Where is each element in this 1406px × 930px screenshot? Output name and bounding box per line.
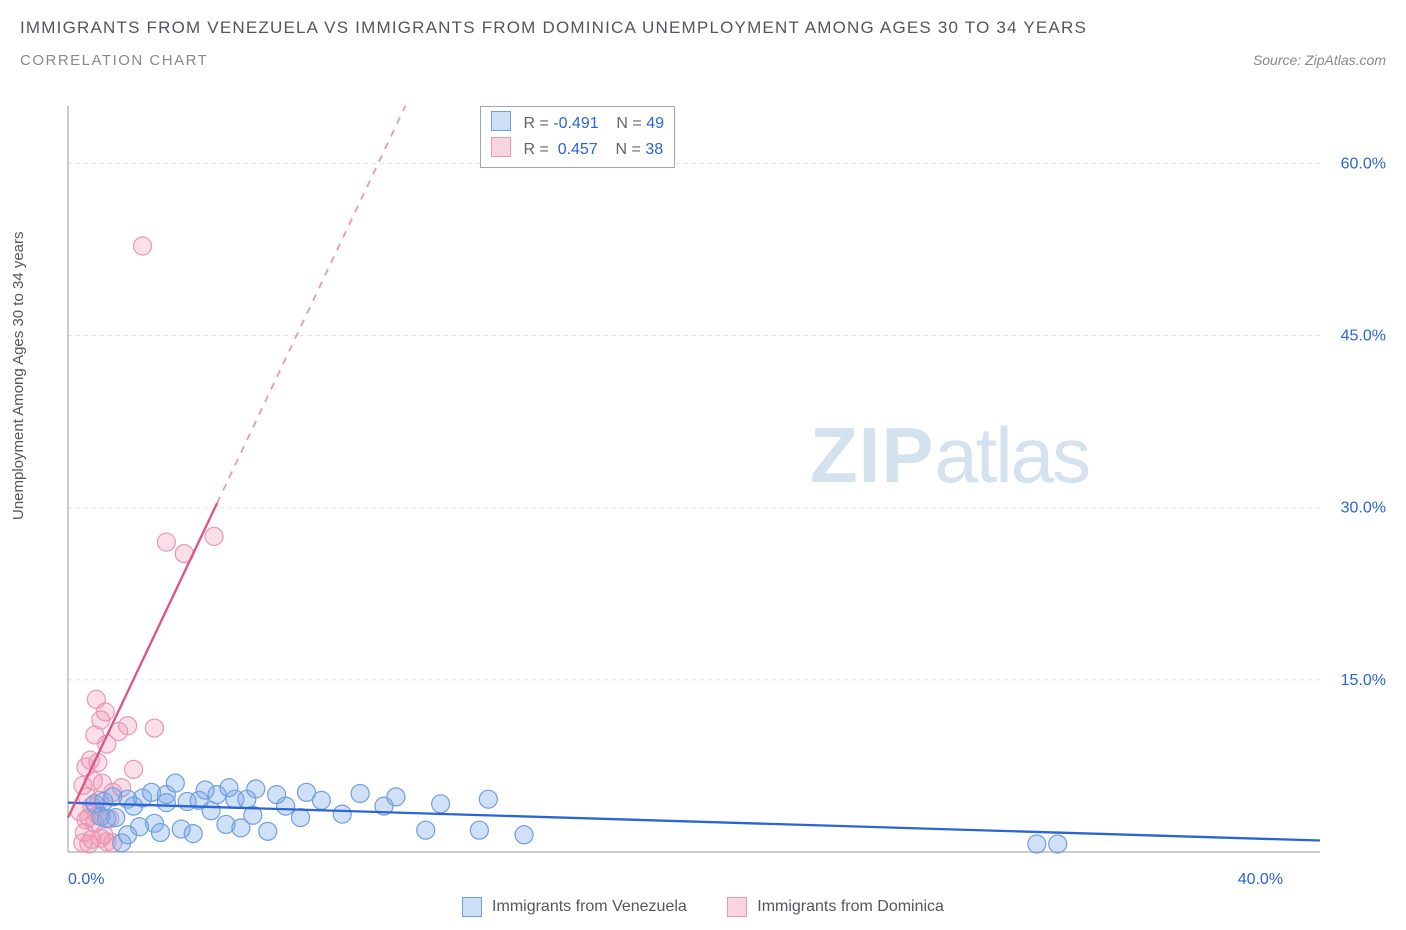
- chart-subtitle: CORRELATION CHART: [20, 52, 208, 69]
- source-label: Source: ZipAtlas.com: [1253, 52, 1386, 68]
- svg-text:30.0%: 30.0%: [1341, 500, 1386, 517]
- chart-area: 15.0%30.0%45.0%60.0%0.0%40.0% ZIPatlas R…: [50, 100, 1390, 890]
- bottom-legend: Immigrants from Venezuela Immigrants fro…: [0, 897, 1406, 922]
- scatter-plot: 15.0% 30.0% 45.0% 60.0% 0.0% 40.0%: [50, 100, 1390, 890]
- svg-text:0.0%: 0.0%: [68, 871, 104, 888]
- header: IMMIGRANTS FROM VENEZUELA VS IMMIGRANTS …: [0, 0, 1406, 69]
- y-axis-label: Unemployment Among Ages 30 to 34 years: [10, 231, 27, 520]
- svg-text:15.0%: 15.0%: [1341, 672, 1386, 689]
- swatch-venezuela: [491, 111, 511, 131]
- svg-text:40.0%: 40.0%: [1238, 871, 1283, 888]
- swatch-venezuela: [462, 897, 482, 917]
- info-row-dominica: R = 0.457 N = 38: [491, 137, 664, 163]
- swatch-dominica: [491, 137, 511, 157]
- correlation-info-box: R = -0.491 N = 49 R = 0.457 N = 38: [480, 106, 675, 168]
- chart-title: IMMIGRANTS FROM VENEZUELA VS IMMIGRANTS …: [20, 18, 1386, 38]
- swatch-dominica: [727, 897, 747, 917]
- legend-label: Immigrants from Venezuela: [492, 898, 687, 916]
- legend-item-dominica: Immigrants from Dominica: [727, 897, 944, 917]
- info-row-venezuela: R = -0.491 N = 49: [491, 111, 664, 137]
- svg-text:60.0%: 60.0%: [1341, 155, 1386, 172]
- svg-text:45.0%: 45.0%: [1341, 328, 1386, 345]
- legend-label: Immigrants from Dominica: [757, 898, 944, 916]
- legend-item-venezuela: Immigrants from Venezuela: [462, 897, 687, 917]
